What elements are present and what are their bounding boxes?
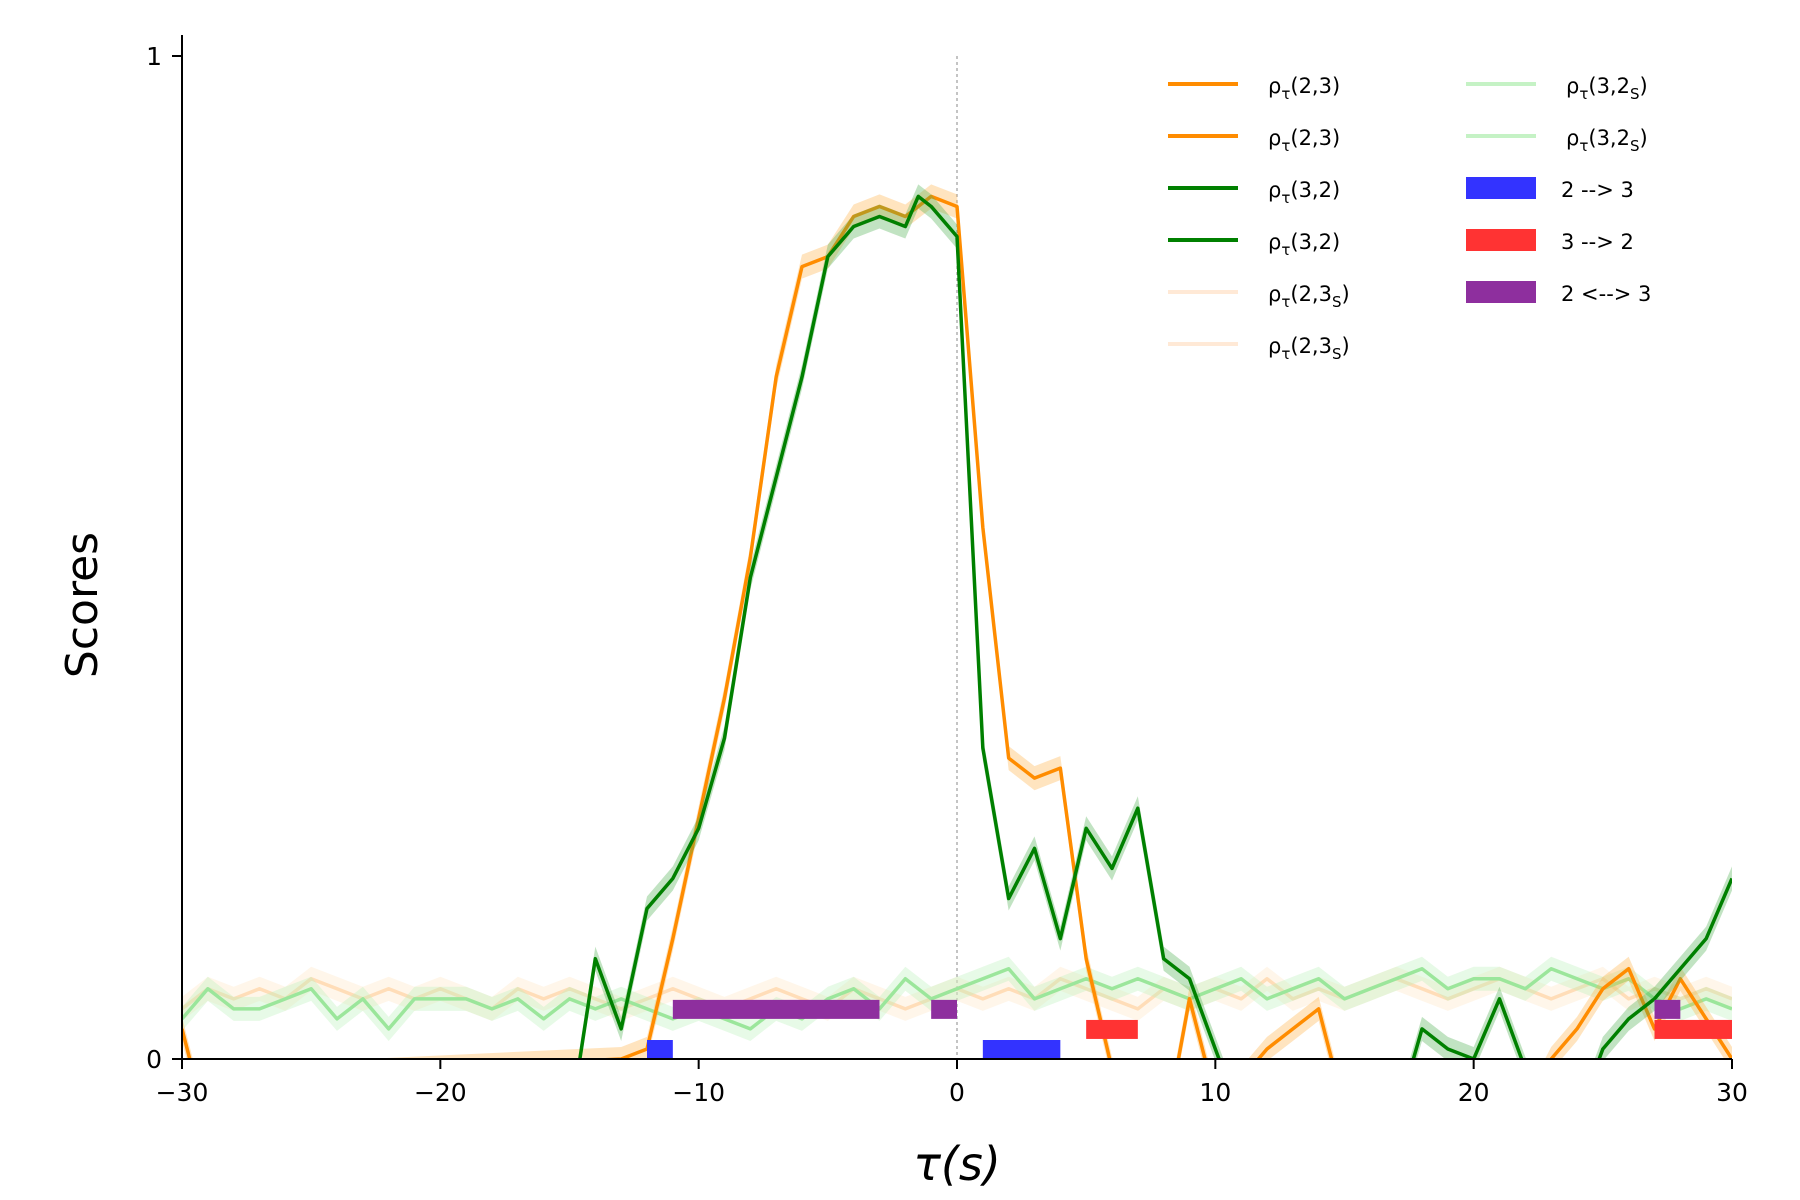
x-tick-label: −20 bbox=[414, 1078, 467, 1107]
y-tick-label: 1 bbox=[146, 42, 162, 71]
legend-label-4: ρτ(2,3S) bbox=[1268, 282, 1350, 311]
y-axis-label: Scores bbox=[57, 532, 108, 678]
legend-swatch-8 bbox=[1466, 177, 1536, 199]
legend-label-5: ρτ(2,3S) bbox=[1268, 334, 1350, 363]
x-tick-label: −10 bbox=[672, 1078, 725, 1107]
legend-label-7: ρτ(3,2S) bbox=[1566, 126, 1648, 155]
legend-label-1: ρτ(2,3) bbox=[1268, 126, 1340, 155]
series-line-1 bbox=[578, 194, 1732, 1060]
series-band-3 bbox=[182, 956, 1732, 1041]
legend-label-8: 2 --> 3 bbox=[1561, 178, 1634, 202]
legend: ρτ(2,3) ρτ(2,3) ρτ(3,2) ρτ(3,2) ρτ(2,3S) ρτ(2… bbox=[1168, 74, 1651, 363]
legend-swatch-10 bbox=[1466, 281, 1536, 303]
significance-bar-2-2 bbox=[1654, 999, 1681, 1019]
significance-bar-0-1 bbox=[982, 1040, 1061, 1059]
x-tick-label: 10 bbox=[1199, 1078, 1231, 1107]
y-tick-label: 0 bbox=[146, 1045, 162, 1074]
x-tick-label: −30 bbox=[156, 1078, 209, 1107]
legend-label-9: 3 --> 2 bbox=[1561, 230, 1634, 254]
series-line-0 bbox=[182, 194, 1732, 1060]
legend-label-10: 2 <--> 3 bbox=[1561, 282, 1651, 306]
significance-bar-1-1 bbox=[1654, 1019, 1732, 1039]
legend-label-3: ρτ(3,2) bbox=[1268, 230, 1340, 259]
series-band-2 bbox=[182, 966, 1732, 1021]
significance-bar-2-1 bbox=[931, 999, 957, 1019]
series-line-3 bbox=[182, 966, 1732, 1031]
x-tick-label: 30 bbox=[1716, 1078, 1748, 1107]
legend-label-0: ρτ(2,3) bbox=[1268, 74, 1340, 103]
axes: −30 −20 −10 0 10 20 30 0 1 bbox=[146, 35, 1748, 1107]
significance-bar-1-0 bbox=[1086, 1019, 1138, 1039]
significance-bar-2-0 bbox=[672, 999, 880, 1019]
legend-swatch-9 bbox=[1466, 229, 1536, 251]
x-tick-label: 20 bbox=[1458, 1078, 1490, 1107]
legend-label-2: ρτ(3,2) bbox=[1268, 178, 1340, 207]
legend-label-6: ρτ(3,2S) bbox=[1566, 74, 1648, 103]
x-tick-label: 0 bbox=[949, 1078, 965, 1107]
significance-bar-0-0 bbox=[647, 1040, 673, 1059]
x-axis-label: τ(s) bbox=[913, 1137, 1001, 1191]
plot-area bbox=[182, 56, 1732, 1060]
